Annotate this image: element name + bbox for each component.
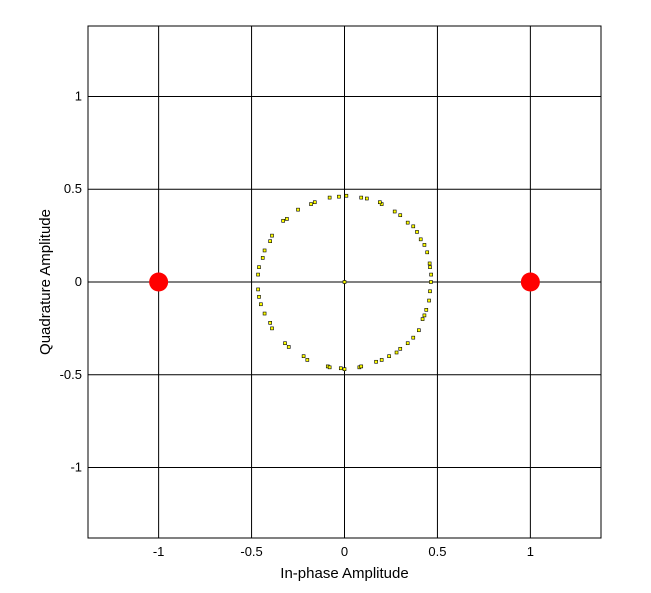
- received-sample-point: [286, 345, 291, 349]
- grid-lines: [88, 26, 601, 538]
- received-sample-point: [257, 265, 261, 269]
- received-sample-point: [260, 256, 265, 260]
- received-sample-point: [427, 298, 431, 303]
- x-axis-label: In-phase Amplitude: [280, 565, 408, 582]
- received-sample-point: [417, 328, 421, 333]
- received-sample-point: [365, 196, 369, 201]
- received-sample-point: [256, 272, 260, 277]
- received-sample-point: [270, 233, 274, 238]
- y-tick-label: 0: [75, 274, 82, 289]
- x-tick-label: 1: [527, 544, 534, 559]
- received-sample-point: [338, 366, 343, 371]
- received-sample-point: [281, 218, 285, 223]
- received-sample-point: [405, 220, 410, 225]
- received-sample-point: [309, 202, 313, 206]
- received-sample-point: [422, 243, 427, 247]
- x-tick-label: 0: [341, 544, 348, 559]
- received-sample-point: [268, 321, 272, 325]
- y-tick-label: 1: [75, 88, 82, 103]
- received-sample-point: [305, 358, 310, 362]
- received-sample-point: [327, 195, 332, 200]
- received-sample-point: [429, 280, 433, 284]
- received-sample-point: [422, 313, 427, 318]
- y-tick-label: -0.5: [60, 367, 82, 382]
- received-sample-point: [411, 335, 416, 340]
- received-sample-point: [379, 202, 384, 206]
- received-sample-point: [428, 289, 432, 294]
- received-sample-point: [296, 207, 300, 212]
- x-tick-label: -1: [153, 544, 165, 559]
- received-sample-point: [337, 194, 341, 199]
- received-sample-point: [344, 193, 349, 198]
- received-sample-point: [285, 217, 289, 221]
- received-sample-point: [387, 354, 391, 359]
- received-sample-point: [405, 341, 410, 346]
- received-sample-point: [283, 341, 287, 346]
- received-sample-point: [428, 265, 432, 269]
- x-tick-label: 0.5: [428, 544, 446, 559]
- received-sample-point: [418, 237, 423, 242]
- received-sample-point: [420, 317, 425, 321]
- received-sample-point: [379, 358, 384, 362]
- received-sample-point: [301, 354, 306, 359]
- received-sample-point: [392, 209, 397, 214]
- reference-constellation-point: [149, 272, 169, 292]
- received-sample-point: [257, 295, 261, 299]
- received-sample-point: [259, 302, 263, 307]
- received-sample-point: [424, 308, 429, 312]
- received-sample-point: [270, 326, 274, 331]
- received-sample-point: [378, 200, 382, 205]
- reference-constellation-point: [520, 272, 540, 292]
- received-sample-point: [256, 287, 260, 292]
- received-sample-point: [398, 213, 403, 218]
- received-sample-point: [415, 230, 419, 234]
- received-sample-point: [429, 272, 433, 277]
- received-sample-point: [411, 224, 416, 229]
- received-sample-point: [394, 350, 399, 355]
- received-sample-point: [374, 359, 378, 364]
- x-tick-label: -0.5: [240, 544, 262, 559]
- received-sample-point: [342, 367, 347, 371]
- y-axis-label: Quadrature Amplitude: [37, 209, 54, 355]
- received-sample-point: [262, 311, 267, 316]
- y-tick-label: 0.5: [64, 181, 82, 196]
- y-tick-label: -1: [70, 460, 82, 475]
- received-sample-point: [262, 248, 267, 253]
- received-sample-point: [268, 239, 272, 243]
- received-sample-point: [398, 346, 403, 351]
- received-sample-point: [327, 365, 332, 370]
- received-sample-point: [359, 195, 364, 200]
- received-sample-point: [312, 200, 317, 205]
- received-sample-point: [427, 261, 432, 266]
- data-series: [149, 193, 540, 371]
- received-sample-point: [342, 280, 347, 284]
- received-sample-point: [359, 364, 364, 369]
- tick-labels: -1 -0.5 0 0.5 1 -1 -0.5 0 0.5 1: [60, 88, 534, 559]
- received-sample-point: [425, 250, 430, 255]
